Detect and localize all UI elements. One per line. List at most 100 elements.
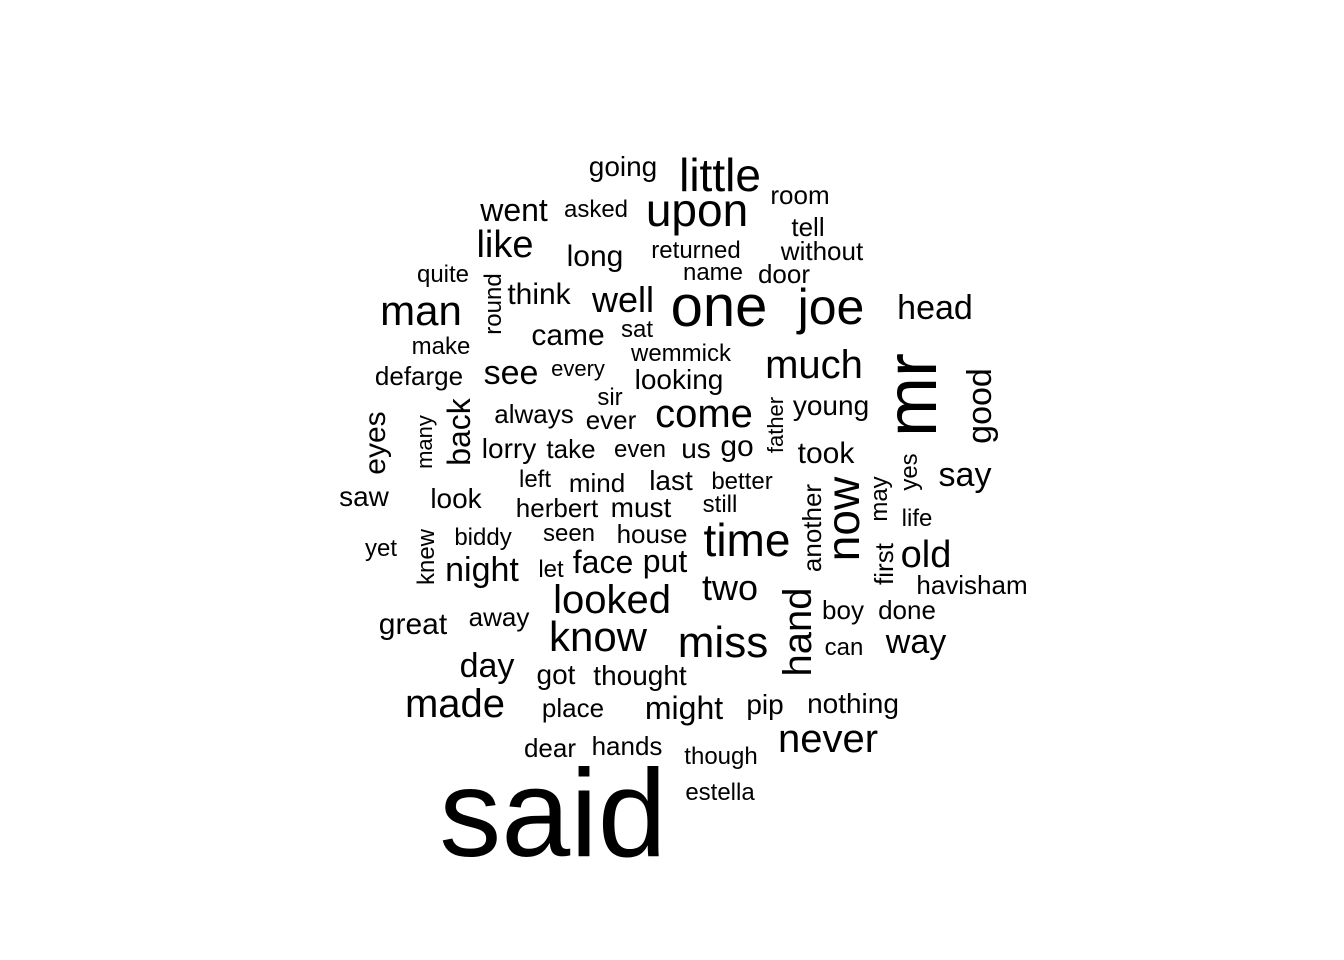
- word-mind: mind: [568, 468, 626, 498]
- word-first: first: [869, 543, 899, 585]
- word-make: make: [411, 333, 471, 360]
- word-estella: estella: [685, 779, 755, 806]
- word-going: going: [588, 151, 658, 182]
- word-let: let: [538, 556, 564, 583]
- word-knew: knew: [413, 528, 440, 586]
- word-made: made: [404, 682, 506, 726]
- word-herbert: herbert: [515, 493, 599, 523]
- word-still: still: [702, 491, 738, 518]
- word-returned: returned: [651, 237, 741, 264]
- word-joe: joe: [797, 279, 865, 335]
- word-left: left: [518, 466, 552, 493]
- word-always: always: [494, 399, 574, 429]
- word-good: good: [961, 368, 999, 444]
- word-looking: looking: [634, 364, 724, 395]
- word-house: house: [616, 519, 688, 549]
- word-yes: yes: [896, 453, 923, 491]
- word-saw: saw: [339, 481, 389, 512]
- word-sir: sir: [597, 384, 623, 411]
- word-dear: dear: [523, 733, 577, 763]
- word-many: many: [412, 415, 437, 469]
- word-asked: asked: [563, 196, 629, 223]
- word-even: even: [613, 436, 667, 463]
- word-think: think: [507, 278, 571, 311]
- word-yet: yet: [364, 535, 398, 562]
- word-old: old: [900, 534, 952, 576]
- word-sat: sat: [620, 316, 654, 343]
- word-place: place: [541, 693, 605, 723]
- word-may: may: [866, 476, 893, 522]
- word-father: father: [763, 396, 788, 454]
- word-can: can: [824, 634, 864, 661]
- word-went: went: [480, 192, 548, 228]
- word-away: away: [468, 602, 530, 632]
- word-man: man: [380, 287, 462, 334]
- word-way: way: [885, 623, 947, 661]
- word-must: must: [610, 492, 672, 523]
- word-life: life: [901, 505, 933, 532]
- word-back: back: [441, 398, 477, 466]
- word-ever: ever: [585, 405, 637, 435]
- word-round: round: [480, 273, 507, 335]
- word-long: long: [566, 240, 624, 273]
- word-might: might: [644, 690, 724, 726]
- word-us: us: [681, 433, 711, 464]
- word-nothing: nothing: [807, 688, 899, 719]
- word-got: got: [536, 659, 576, 690]
- word-another: another: [797, 483, 827, 573]
- word-say: say: [938, 456, 992, 494]
- word-without: without: [780, 236, 864, 266]
- word-done: done: [878, 595, 936, 625]
- word-room: room: [770, 180, 830, 210]
- word-day: day: [459, 647, 515, 685]
- word-like: like: [476, 224, 534, 266]
- word-much: much: [765, 343, 863, 387]
- word-see: see: [483, 354, 539, 392]
- word-eyes: eyes: [359, 411, 392, 475]
- word-though: though: [684, 743, 758, 770]
- word-biddy: biddy: [454, 524, 512, 551]
- word-took: took: [797, 437, 855, 470]
- word-better: better: [711, 468, 773, 495]
- word-defarge: defarge: [374, 361, 464, 391]
- word-put: put: [642, 543, 688, 579]
- word-great: great: [378, 608, 448, 641]
- word-pip: pip: [746, 689, 784, 720]
- word-take: take: [546, 434, 596, 464]
- word-wemmick: wemmick: [631, 340, 731, 367]
- word-boy: boy: [822, 595, 864, 625]
- word-two: two: [701, 567, 759, 608]
- word-havisham: havisham: [916, 570, 1028, 600]
- word-seen: seen: [542, 520, 596, 547]
- word-little: little: [679, 149, 761, 201]
- word-lorry: lorry: [481, 433, 537, 464]
- word-door: door: [757, 259, 811, 289]
- word-one: one: [670, 274, 768, 339]
- word-go: go: [720, 430, 754, 463]
- word-well: well: [591, 279, 655, 320]
- word-hand: hand: [776, 587, 820, 677]
- word-tell: tell: [791, 212, 825, 242]
- word-mr: mr: [872, 353, 952, 437]
- word-never: never: [777, 717, 879, 761]
- word-young: young: [792, 390, 870, 421]
- word-hands: hands: [591, 731, 663, 761]
- word-miss: miss: [677, 618, 769, 667]
- word-know: know: [548, 613, 648, 660]
- word-thought: thought: [593, 660, 687, 691]
- word-come: come: [655, 392, 753, 436]
- word-upon: upon: [645, 184, 749, 236]
- word-head: head: [897, 289, 973, 327]
- word-look: look: [430, 483, 482, 514]
- word-looked: looked: [553, 578, 671, 622]
- word-night: night: [445, 551, 519, 589]
- word-quite: quite: [416, 261, 470, 288]
- word-last: last: [649, 465, 693, 496]
- word-time: time: [703, 514, 791, 566]
- word-came: came: [531, 319, 605, 352]
- word-said: said: [439, 745, 667, 883]
- word-name: name: [682, 259, 744, 286]
- word-every: every: [551, 356, 605, 381]
- word-face: face: [572, 544, 634, 580]
